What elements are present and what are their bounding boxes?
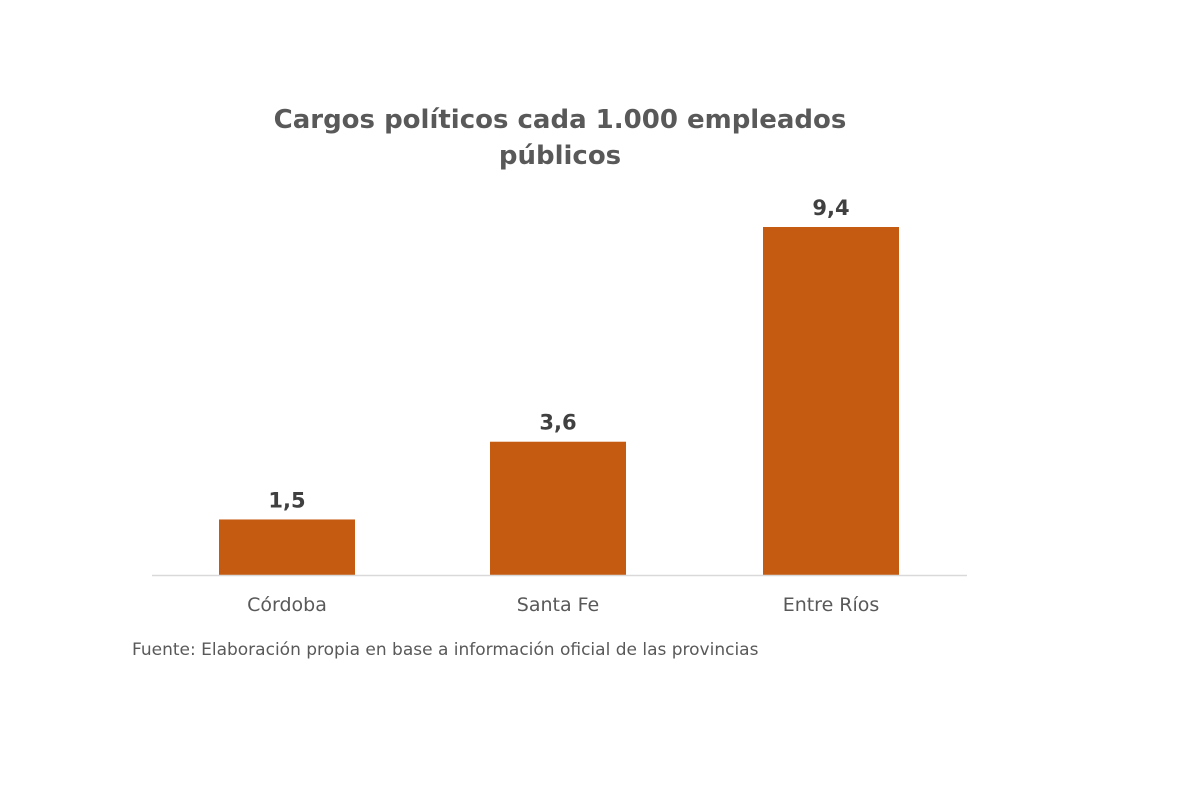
source-note: Fuente: Elaboración propia en base a inf… <box>132 640 759 660</box>
x-tick-label-3: Entre Ríos <box>783 594 880 616</box>
x-tick-label-2: Santa Fe <box>517 594 599 616</box>
data-label-3: 9,4 <box>812 196 849 220</box>
chart-title-line-1: Cargos políticos cada 1.000 empleados <box>273 105 847 135</box>
chart-title: Cargos políticos cada 1.000 empleados pú… <box>200 102 920 174</box>
data-label-1: 1,5 <box>268 488 305 512</box>
bar-3 <box>763 227 899 575</box>
x-tick-label-1: Córdoba <box>247 594 327 616</box>
bar-1 <box>219 519 355 575</box>
bar-2 <box>490 441 626 575</box>
chart-title-line-2: públicos <box>498 141 622 171</box>
data-label-2: 3,6 <box>539 411 576 435</box>
